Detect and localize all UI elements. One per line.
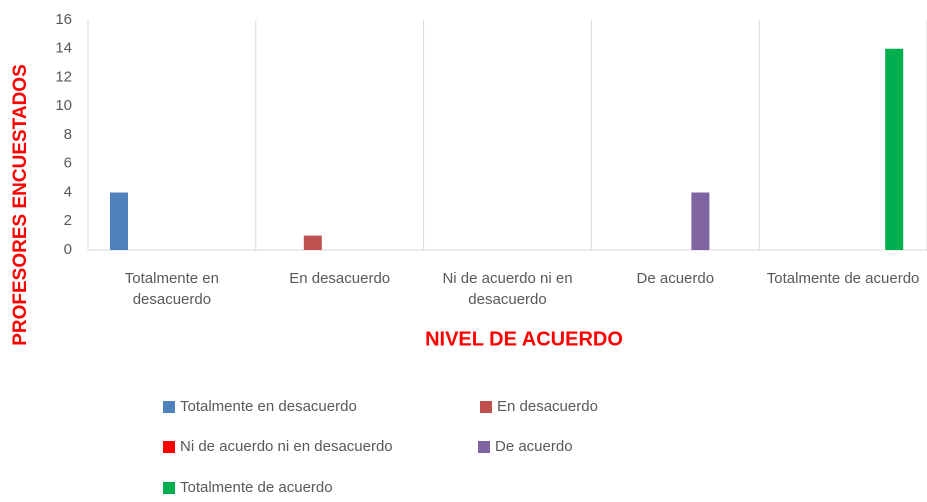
y-tick-label: 6 bbox=[64, 155, 72, 172]
bar bbox=[110, 192, 128, 250]
y-tick-label: 4 bbox=[64, 183, 72, 200]
legend-label: Ni de acuerdo ni en desacuerdo bbox=[180, 438, 393, 455]
legend-label: Totalmente de acuerdo bbox=[180, 479, 333, 496]
x-tick-label: Totalmente de acuerdo bbox=[766, 270, 920, 287]
y-axis-title: PROFESORES ENCUESTADOS bbox=[10, 64, 31, 346]
legend-label: En desacuerdo bbox=[497, 398, 598, 415]
bar bbox=[303, 235, 322, 250]
y-tick-label: 12 bbox=[55, 68, 72, 85]
y-tick-label: 16 bbox=[55, 11, 72, 28]
y-tick-label: 14 bbox=[55, 40, 72, 57]
y-tick-label: 2 bbox=[64, 212, 72, 229]
y-tick-label: 10 bbox=[55, 97, 72, 114]
legend-label: Totalmente en desacuerdo bbox=[180, 398, 357, 415]
legend-swatch bbox=[163, 482, 175, 494]
y-tick-label: 8 bbox=[64, 126, 72, 143]
legend-label: De acuerdo bbox=[495, 438, 573, 455]
legend-swatch bbox=[480, 401, 492, 413]
x-axis-title: NIVEL DE ACUERDO bbox=[425, 328, 623, 350]
y-tick-label: 0 bbox=[64, 241, 72, 258]
x-tick-label: En desacuerdo bbox=[289, 270, 391, 287]
bar bbox=[885, 48, 904, 250]
legend-swatch bbox=[478, 441, 490, 453]
x-tick-label: De acuerdo bbox=[636, 270, 715, 287]
bar bbox=[691, 192, 710, 250]
x-tick-label: Totalmente en desacuerdo bbox=[124, 270, 219, 308]
legend-swatch bbox=[163, 401, 175, 413]
legend-swatch bbox=[163, 441, 175, 453]
x-tick-label: Ni de acuerdo ni en desacuerdo bbox=[442, 270, 573, 308]
